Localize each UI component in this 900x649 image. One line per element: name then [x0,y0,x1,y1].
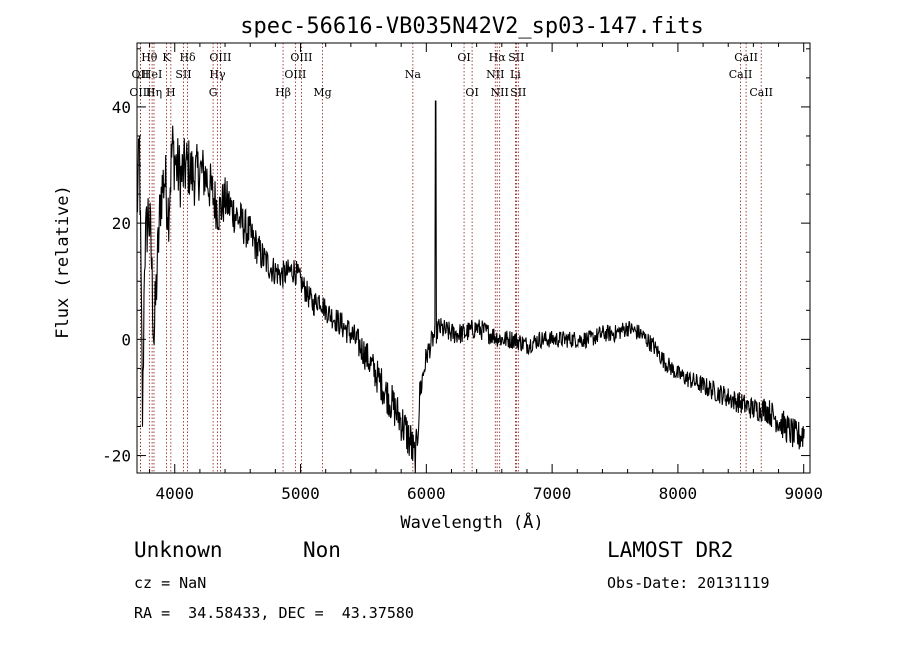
y-axis-label: Flux (relative) [53,185,73,339]
x-tick-label-8000: 8000 [659,484,698,503]
axis-ticks: 4000 5000 6000 7000 8000 9000 -20 0 20 40 [102,43,823,503]
y-tick-label-20: 20 [112,214,131,233]
line-label-0: Hθ [141,51,158,64]
x-tick-label-7000: 7000 [533,484,572,503]
x-tick-label-6000: 6000 [407,484,446,503]
redshift-readout: cz = NaN [134,574,207,592]
y-tick-label--20: -20 [102,447,131,466]
spectrum-series [136,100,805,474]
line-label-26: CaII [729,68,753,81]
survey-name: LAMOST DR2 [607,538,734,562]
line-label-17: OI [457,51,470,64]
x-tick-label-5000: 5000 [281,484,320,503]
line-label-19: Hα [489,51,507,64]
line-label-11: G [209,86,218,99]
line-label-12: OIII [290,51,312,64]
line-label-8: Hδ [179,51,196,64]
x-axis-label: Wavelength (Å) [400,511,543,533]
line-label-10: Hγ [209,68,226,81]
line-label-24: SII [510,86,526,99]
line-label-3: HeI [142,68,162,81]
chart-title: spec-56616-VB035N42V2_sp03-147.fits [240,14,704,39]
line-label-2: OIII [129,86,151,99]
line-label-16: Na [405,68,422,81]
x-tick-label-9000: 9000 [784,484,823,503]
line-label-7: H [166,86,176,99]
line-label-15: Mg [313,86,331,99]
line-label-6: SII [175,68,191,81]
object-subclass: Non [303,538,341,562]
y-tick-label-0: 0 [121,330,131,349]
sky-coordinates: RA = 34.58433, DEC = 43.37580 [134,604,414,622]
line-label-27: CaII [749,86,773,99]
line-label-20: SII [508,51,524,64]
object-class: Unknown [134,538,223,562]
line-label-5: K [162,51,171,64]
line-label-14: Hβ [275,86,291,99]
observation-date: Obs-Date: 20131119 [607,574,770,592]
line-label-9: OIII [209,51,231,64]
line-label-22: Li [510,68,521,81]
x-tick-label-4000: 4000 [155,484,194,503]
plot-frame [136,42,811,474]
line-label-25: CaII [734,51,758,64]
line-label-4: Hη [146,86,162,99]
line-label-21: NII [486,68,504,81]
y-tick-label-40: 40 [112,98,131,117]
line-label-13: OIII [284,68,306,81]
line-label-23: NII [491,86,509,99]
line-label-18: OI [465,86,478,99]
